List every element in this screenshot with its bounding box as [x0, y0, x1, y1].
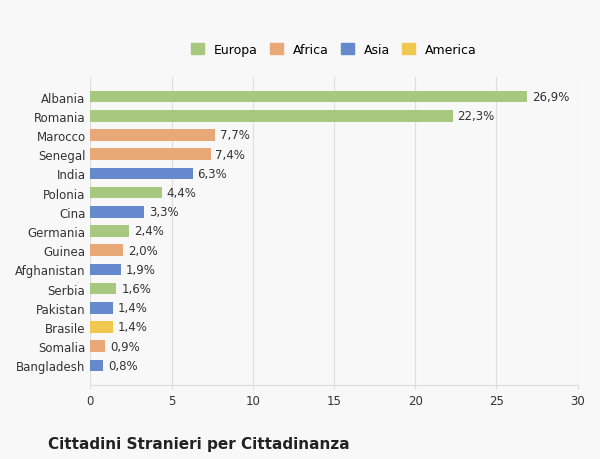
Text: Cittadini Stranieri per Cittadinanza: Cittadini Stranieri per Cittadinanza [48, 436, 350, 451]
Bar [91, 207, 144, 218]
Bar [91, 149, 211, 161]
Bar [91, 130, 215, 141]
Bar [91, 111, 452, 122]
Bar [91, 187, 162, 199]
Text: 3,3%: 3,3% [149, 206, 178, 219]
Text: 7,7%: 7,7% [220, 129, 250, 142]
Text: 1,6%: 1,6% [121, 282, 151, 296]
Text: 22,3%: 22,3% [457, 110, 494, 123]
Bar [91, 245, 123, 257]
Bar [91, 322, 113, 333]
Bar [91, 341, 105, 352]
Text: 2,0%: 2,0% [128, 244, 157, 257]
Text: 0,8%: 0,8% [108, 359, 138, 372]
Text: 4,4%: 4,4% [167, 187, 197, 200]
Bar [91, 168, 193, 180]
Bar [91, 92, 527, 103]
Text: 0,9%: 0,9% [110, 340, 140, 353]
Bar [91, 283, 116, 295]
Bar [91, 226, 130, 237]
Text: 2,4%: 2,4% [134, 225, 164, 238]
Text: 1,4%: 1,4% [118, 302, 148, 314]
Bar [91, 302, 113, 314]
Text: 1,9%: 1,9% [126, 263, 156, 276]
Bar [91, 264, 121, 275]
Text: 26,9%: 26,9% [532, 91, 569, 104]
Text: 6,3%: 6,3% [197, 168, 227, 180]
Text: 7,4%: 7,4% [215, 148, 245, 161]
Text: 1,4%: 1,4% [118, 321, 148, 334]
Bar [91, 360, 103, 371]
Legend: Europa, Africa, Asia, America: Europa, Africa, Asia, America [191, 44, 476, 57]
